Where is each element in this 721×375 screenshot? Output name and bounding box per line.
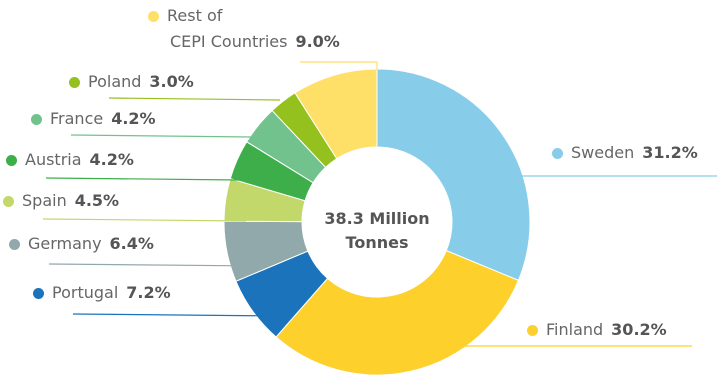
slice-name: Portugal xyxy=(52,283,119,302)
leader-line-portugal xyxy=(72,313,286,317)
legend-dot xyxy=(9,239,20,250)
leader-line-germany xyxy=(48,263,263,267)
slice-name: Finland xyxy=(546,320,604,339)
slice-percent: 6.4% xyxy=(109,234,154,253)
slice-percent: 4.5% xyxy=(74,191,120,210)
legend-dot xyxy=(552,148,563,159)
slice-name: Austria xyxy=(25,150,82,169)
slice-label-sweden: Sweden 31.2% xyxy=(552,143,698,163)
slice-label-france: France 4.2% xyxy=(31,109,156,129)
center-label: 38.3 Million Tonnes xyxy=(277,207,477,255)
slice-finland xyxy=(275,249,520,375)
slice-name-line-2: CEPI Countries xyxy=(170,32,288,51)
leader-line-austria xyxy=(45,177,241,181)
slice-label-finland: Finland 30.2% xyxy=(527,320,667,340)
legend-dot xyxy=(6,155,17,166)
donut-hole xyxy=(303,148,451,296)
slice-label-spain: Spain 4.5% xyxy=(3,191,119,211)
legend-dot xyxy=(3,196,14,207)
slice-label-portugal: Portugal 7.2% xyxy=(33,283,171,303)
leader-line-rest-of-cepi-countries xyxy=(300,61,378,70)
center-label-line-1: 38.3 Million xyxy=(324,209,430,228)
slice-label-rest-of-cepi-countries: Rest of CEPI Countries 9.0% xyxy=(148,6,340,52)
slice-percent: 9.0% xyxy=(295,32,340,51)
slice-percent: 4.2% xyxy=(89,150,134,169)
leader-line-poland xyxy=(108,97,281,101)
slice-label-germany: Germany 6.4% xyxy=(9,234,154,254)
legend-dot xyxy=(148,11,159,22)
slice-name: Sweden xyxy=(571,143,635,162)
slice-percent: 31.2% xyxy=(642,143,698,162)
legend-dot xyxy=(31,114,42,125)
slice-name-line-1: Rest of xyxy=(167,6,223,25)
legend-dot xyxy=(69,77,80,88)
slice-percent: 7.2% xyxy=(126,283,171,302)
legend-dot xyxy=(33,288,44,299)
slice-percent: 4.2% xyxy=(111,109,156,128)
legend-dot xyxy=(527,325,538,336)
slice-percent: 3.0% xyxy=(149,72,194,91)
slice-label-poland: Poland 3.0% xyxy=(69,72,194,92)
slice-name: Spain xyxy=(22,191,67,210)
leader-line-spain xyxy=(42,218,247,222)
leader-line-france xyxy=(70,134,253,138)
slice-name: Germany xyxy=(28,234,102,253)
slice-name: France xyxy=(50,109,104,128)
slice-name: Poland xyxy=(88,72,142,91)
slice-label-austria: Austria 4.2% xyxy=(6,150,134,170)
center-label-line-2: Tonnes xyxy=(345,233,409,252)
slice-sweden xyxy=(376,68,531,282)
slice-percent: 30.2% xyxy=(611,320,667,339)
